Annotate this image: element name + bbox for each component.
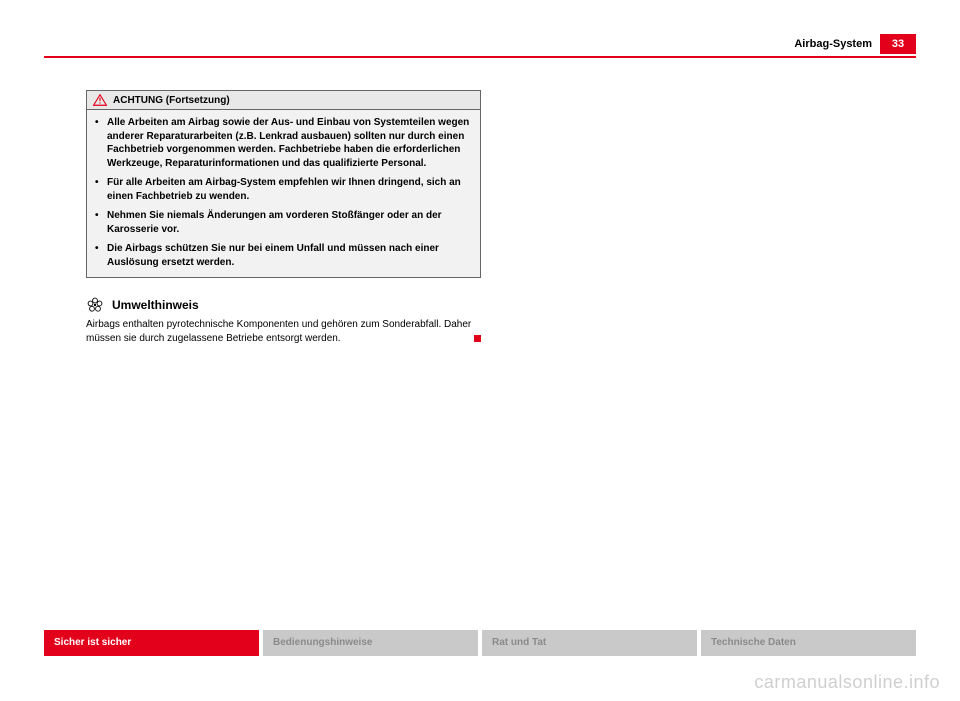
tab-technische-daten[interactable]: Technische Daten — [701, 630, 916, 656]
warning-title: ACHTUNG (Fortsetzung) — [113, 95, 230, 106]
warning-header: ACHTUNG (Fortsetzung) — [87, 91, 480, 110]
tab-bedienungshinweise[interactable]: Bedienungshinweise — [263, 630, 478, 656]
tab-sicher-ist-sicher[interactable]: Sicher ist sicher — [44, 630, 259, 656]
page-header: Airbag-System 33 — [44, 34, 916, 54]
header-rule — [44, 56, 916, 58]
section-title: Airbag-System — [794, 34, 872, 54]
environment-hint: Umwelthinweis Airbags enthalten pyrotech… — [86, 296, 481, 346]
warning-body: Alle Arbeiten am Airbag sowie der Aus- u… — [87, 110, 480, 277]
footer-tabs: Sicher ist sicher Bedienungshinweise Rat… — [44, 630, 916, 656]
hint-title: Umwelthinweis — [112, 298, 199, 312]
hint-text: Airbags enthalten pyrotechnische Kompone… — [86, 319, 471, 344]
hint-body: Airbags enthalten pyrotechnische Kompone… — [86, 318, 481, 346]
flower-icon — [86, 296, 104, 314]
page-number: 33 — [880, 34, 916, 54]
warning-bullet: Alle Arbeiten am Airbag sowie der Aus- u… — [95, 116, 472, 170]
warning-bullet: Die Airbags schützen Sie nur bei einem U… — [95, 242, 472, 269]
warning-triangle-icon — [93, 94, 107, 106]
warning-bullet: Für alle Arbeiten am Airbag-System empfe… — [95, 176, 472, 203]
hint-header: Umwelthinweis — [86, 296, 481, 314]
watermark: carmanualsonline.info — [754, 672, 940, 693]
warning-box: ACHTUNG (Fortsetzung) Alle Arbeiten am A… — [86, 90, 481, 278]
tab-rat-und-tat[interactable]: Rat und Tat — [482, 630, 697, 656]
page: Airbag-System 33 ACHTUNG (Fortsetzung) A… — [0, 0, 960, 701]
warning-bullet: Nehmen Sie niemals Änderungen am vordere… — [95, 209, 472, 236]
content-column: ACHTUNG (Fortsetzung) Alle Arbeiten am A… — [86, 90, 481, 346]
section-end-marker-icon — [474, 335, 481, 342]
